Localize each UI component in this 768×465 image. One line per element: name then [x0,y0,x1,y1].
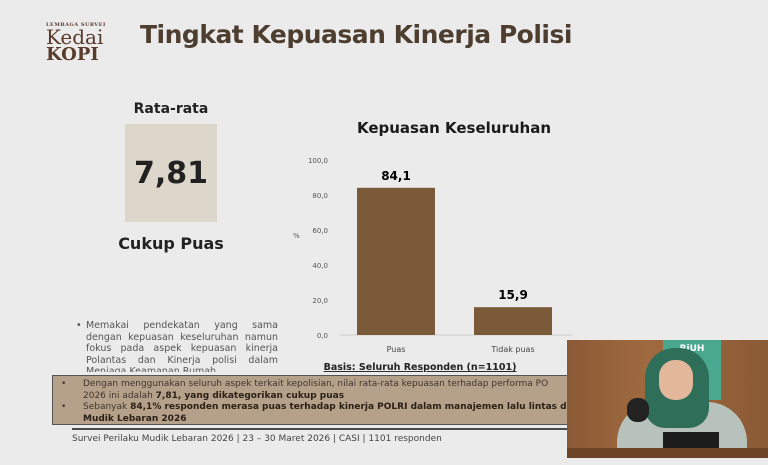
bold-text: Mudik Lebaran 2026 [83,413,187,424]
method-note: Memakai pendekatan yang sama dengan kepu… [76,320,278,372]
data-label: 15,9 [498,288,528,302]
slide-title: Tingkat Kepuasan Kinerja Polisi [140,20,572,49]
bar-chart: Kepuasan Keseluruhan % 0,0 20,0 40,0 60,0 80… [293,119,572,373]
footer-text: Survei Perilaku Mudik Lebaran 2026 | 23 … [72,434,442,444]
sign-text: RiUH [679,344,705,354]
summary-bullet-1-cont: 2026 ini adalah 7,81, yang dikategorikan… [61,391,767,403]
x-category-label: Tidak puas [490,345,534,354]
y-tick-label: 0,0 [317,332,328,340]
summary-bullet-1: Dengan menggunakan seluruh aspek terkait… [61,379,767,391]
desk [567,448,768,458]
bold-text: 7,81, yang dikategorikan cukup puas [155,390,345,401]
logo-line1: Kedai [46,25,104,49]
x-category-label: Puas [387,345,406,354]
kedai-kopi-logo: LEMBAGA SURVEI Kedai KOPI [46,22,128,68]
y-tick-label: 60,0 [312,227,328,235]
logo-top: LEMBAGA SURVEI [46,22,106,28]
average-category: Cukup Puas [118,234,224,253]
data-label: 84,1 [381,169,411,183]
text: Dengan menggunakan seluruh aspek terkait… [83,379,549,389]
y-tick-label: 20,0 [312,297,328,305]
bold-text: 84,1% responden merasa puas terhadap kin… [130,402,592,412]
average-value: 7,81 [125,124,217,222]
chart-footnote: Basis: Seluruh Responden (n=1101) [324,362,517,373]
y-tick-label: 80,0 [312,192,328,200]
average-label: Rata-rata [133,101,209,117]
bar-0 [357,187,435,335]
logo-line2: KOPI [46,44,99,65]
presenter-video: RiUH [567,340,768,458]
y-tick-label: 100,0 [308,157,328,165]
bar-1 [474,307,552,335]
chart-title: Kepuasan Keseluruhan [357,119,551,137]
text: 2026 ini adalah [83,390,156,401]
y-axis-label: % [293,232,300,240]
text: Sebanyak [83,402,131,412]
note-text: Memakai pendekatan yang sama dengan kepu… [76,320,278,372]
footer-divider [72,428,592,430]
microphone-icon [627,398,649,422]
summary-bullet-2: Sebanyak 84,1% responden merasa puas ter… [61,402,767,414]
y-tick-label: 40,0 [312,262,328,270]
presenter-face [659,360,693,400]
